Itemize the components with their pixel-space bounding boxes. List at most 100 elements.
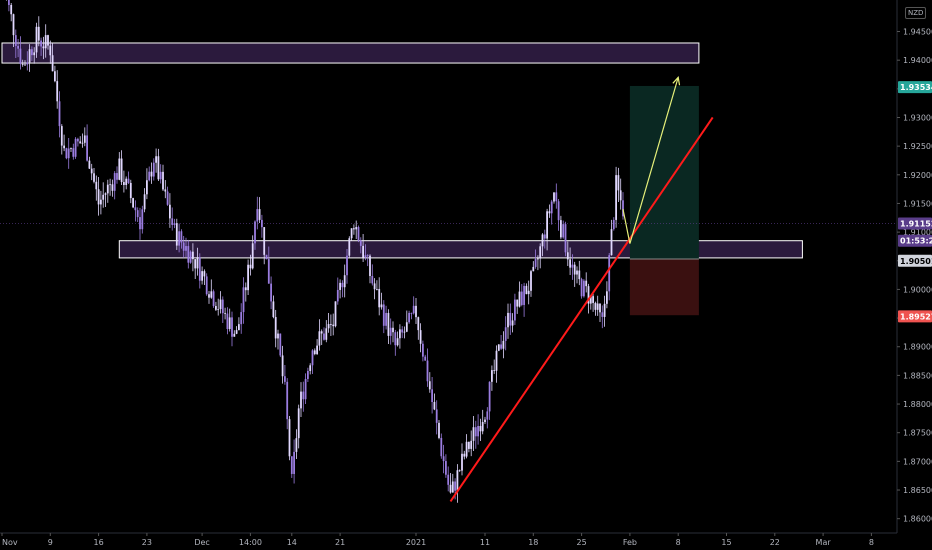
candle-body [100, 199, 102, 205]
candle-body [173, 223, 176, 225]
candle-body [334, 301, 337, 327]
candle-body [555, 192, 558, 202]
x-tick-label: Nov [2, 538, 18, 547]
candle-body [323, 333, 325, 340]
candle-body [284, 376, 286, 382]
candle-body [148, 171, 151, 181]
candle-body [497, 344, 500, 351]
candle-body [422, 343, 424, 357]
x-tick-label: 2021 [406, 538, 426, 547]
candle-body [157, 156, 160, 180]
candle-body [392, 327, 394, 333]
candle-body [12, 14, 15, 36]
candle-body [279, 333, 282, 356]
price-tag-label: 1.91152 [900, 220, 932, 229]
candle-body [311, 350, 314, 366]
x-tick-label: 23 [142, 538, 152, 547]
candle-body [509, 312, 512, 326]
support-trendline [449, 116, 714, 503]
candle-body [258, 209, 261, 220]
candle-body [350, 228, 353, 239]
candles-group [6, 0, 624, 503]
candle-body [210, 291, 213, 298]
x-tick-label: 18 [528, 538, 538, 547]
candle-body [316, 345, 318, 355]
candle-body [63, 145, 65, 149]
candle-body [24, 64, 26, 66]
candle-body [537, 258, 539, 260]
y-tick-label: 1.94000 [903, 56, 932, 65]
candle-body [419, 330, 422, 344]
candle-body [327, 324, 330, 329]
candle-body [362, 245, 364, 258]
candle-body [348, 238, 351, 256]
candle-body [8, 0, 10, 5]
x-tick-label: Mar [816, 538, 832, 547]
candle-body [251, 243, 254, 269]
candle-body [594, 302, 597, 310]
candle-body [484, 419, 486, 423]
candle-body [355, 227, 358, 230]
candle-body [189, 251, 192, 263]
candle-body [615, 175, 617, 220]
candle-body [113, 173, 116, 191]
candle-body [465, 441, 468, 457]
y-tick-label: 1.91500 [903, 199, 932, 208]
candle-body [585, 280, 588, 287]
price-tag [898, 217, 932, 230]
candle-body [426, 360, 429, 382]
candle-body [560, 220, 562, 238]
y-tick-label: 1.94500 [903, 28, 932, 37]
candle-body [463, 453, 466, 457]
x-tick-label: Dec [194, 538, 209, 547]
candle-body [228, 317, 231, 329]
candle-body [601, 312, 604, 317]
candle-body [491, 370, 493, 382]
candle-body [37, 26, 40, 41]
candle-body [376, 289, 378, 290]
candle-body [178, 231, 180, 246]
candle-body [431, 389, 433, 403]
x-tick-label: 14:00 [239, 538, 262, 547]
candle-body [472, 427, 475, 441]
candle-body [58, 101, 61, 127]
y-tick-label: 1.91000 [903, 228, 932, 237]
candle-body [196, 257, 199, 269]
currency-label: NZD [905, 7, 927, 19]
candle-body [562, 224, 565, 238]
candle-body [300, 391, 302, 409]
candle-body [461, 453, 463, 471]
candle-body [109, 184, 111, 186]
candle-body [185, 246, 187, 251]
candle-body [520, 291, 523, 305]
candle-body [54, 71, 56, 82]
candle-body [380, 304, 383, 308]
candle-body [394, 332, 397, 346]
candle-body [233, 333, 236, 337]
candle-body [387, 312, 390, 336]
candle-body [10, 4, 13, 15]
candle-body [104, 193, 107, 195]
candle-body [219, 299, 222, 310]
candle-body [187, 246, 190, 263]
candle-body [212, 291, 215, 307]
candle-body [47, 35, 49, 46]
candle-body [72, 148, 75, 157]
candle-body [118, 158, 121, 180]
candle-body [224, 313, 226, 314]
candle-body [357, 227, 360, 241]
candle-body [359, 240, 362, 246]
candle-body [622, 200, 624, 217]
candle-body [433, 402, 436, 410]
candle-body [557, 201, 560, 221]
x-tick-label: 8 [676, 538, 681, 547]
candle-body [318, 331, 321, 346]
candle-body [451, 481, 454, 493]
candle-body [428, 381, 431, 390]
candle-body [201, 271, 203, 281]
candle-body [511, 320, 514, 326]
candle-body [332, 324, 335, 327]
candle-body [587, 286, 590, 304]
